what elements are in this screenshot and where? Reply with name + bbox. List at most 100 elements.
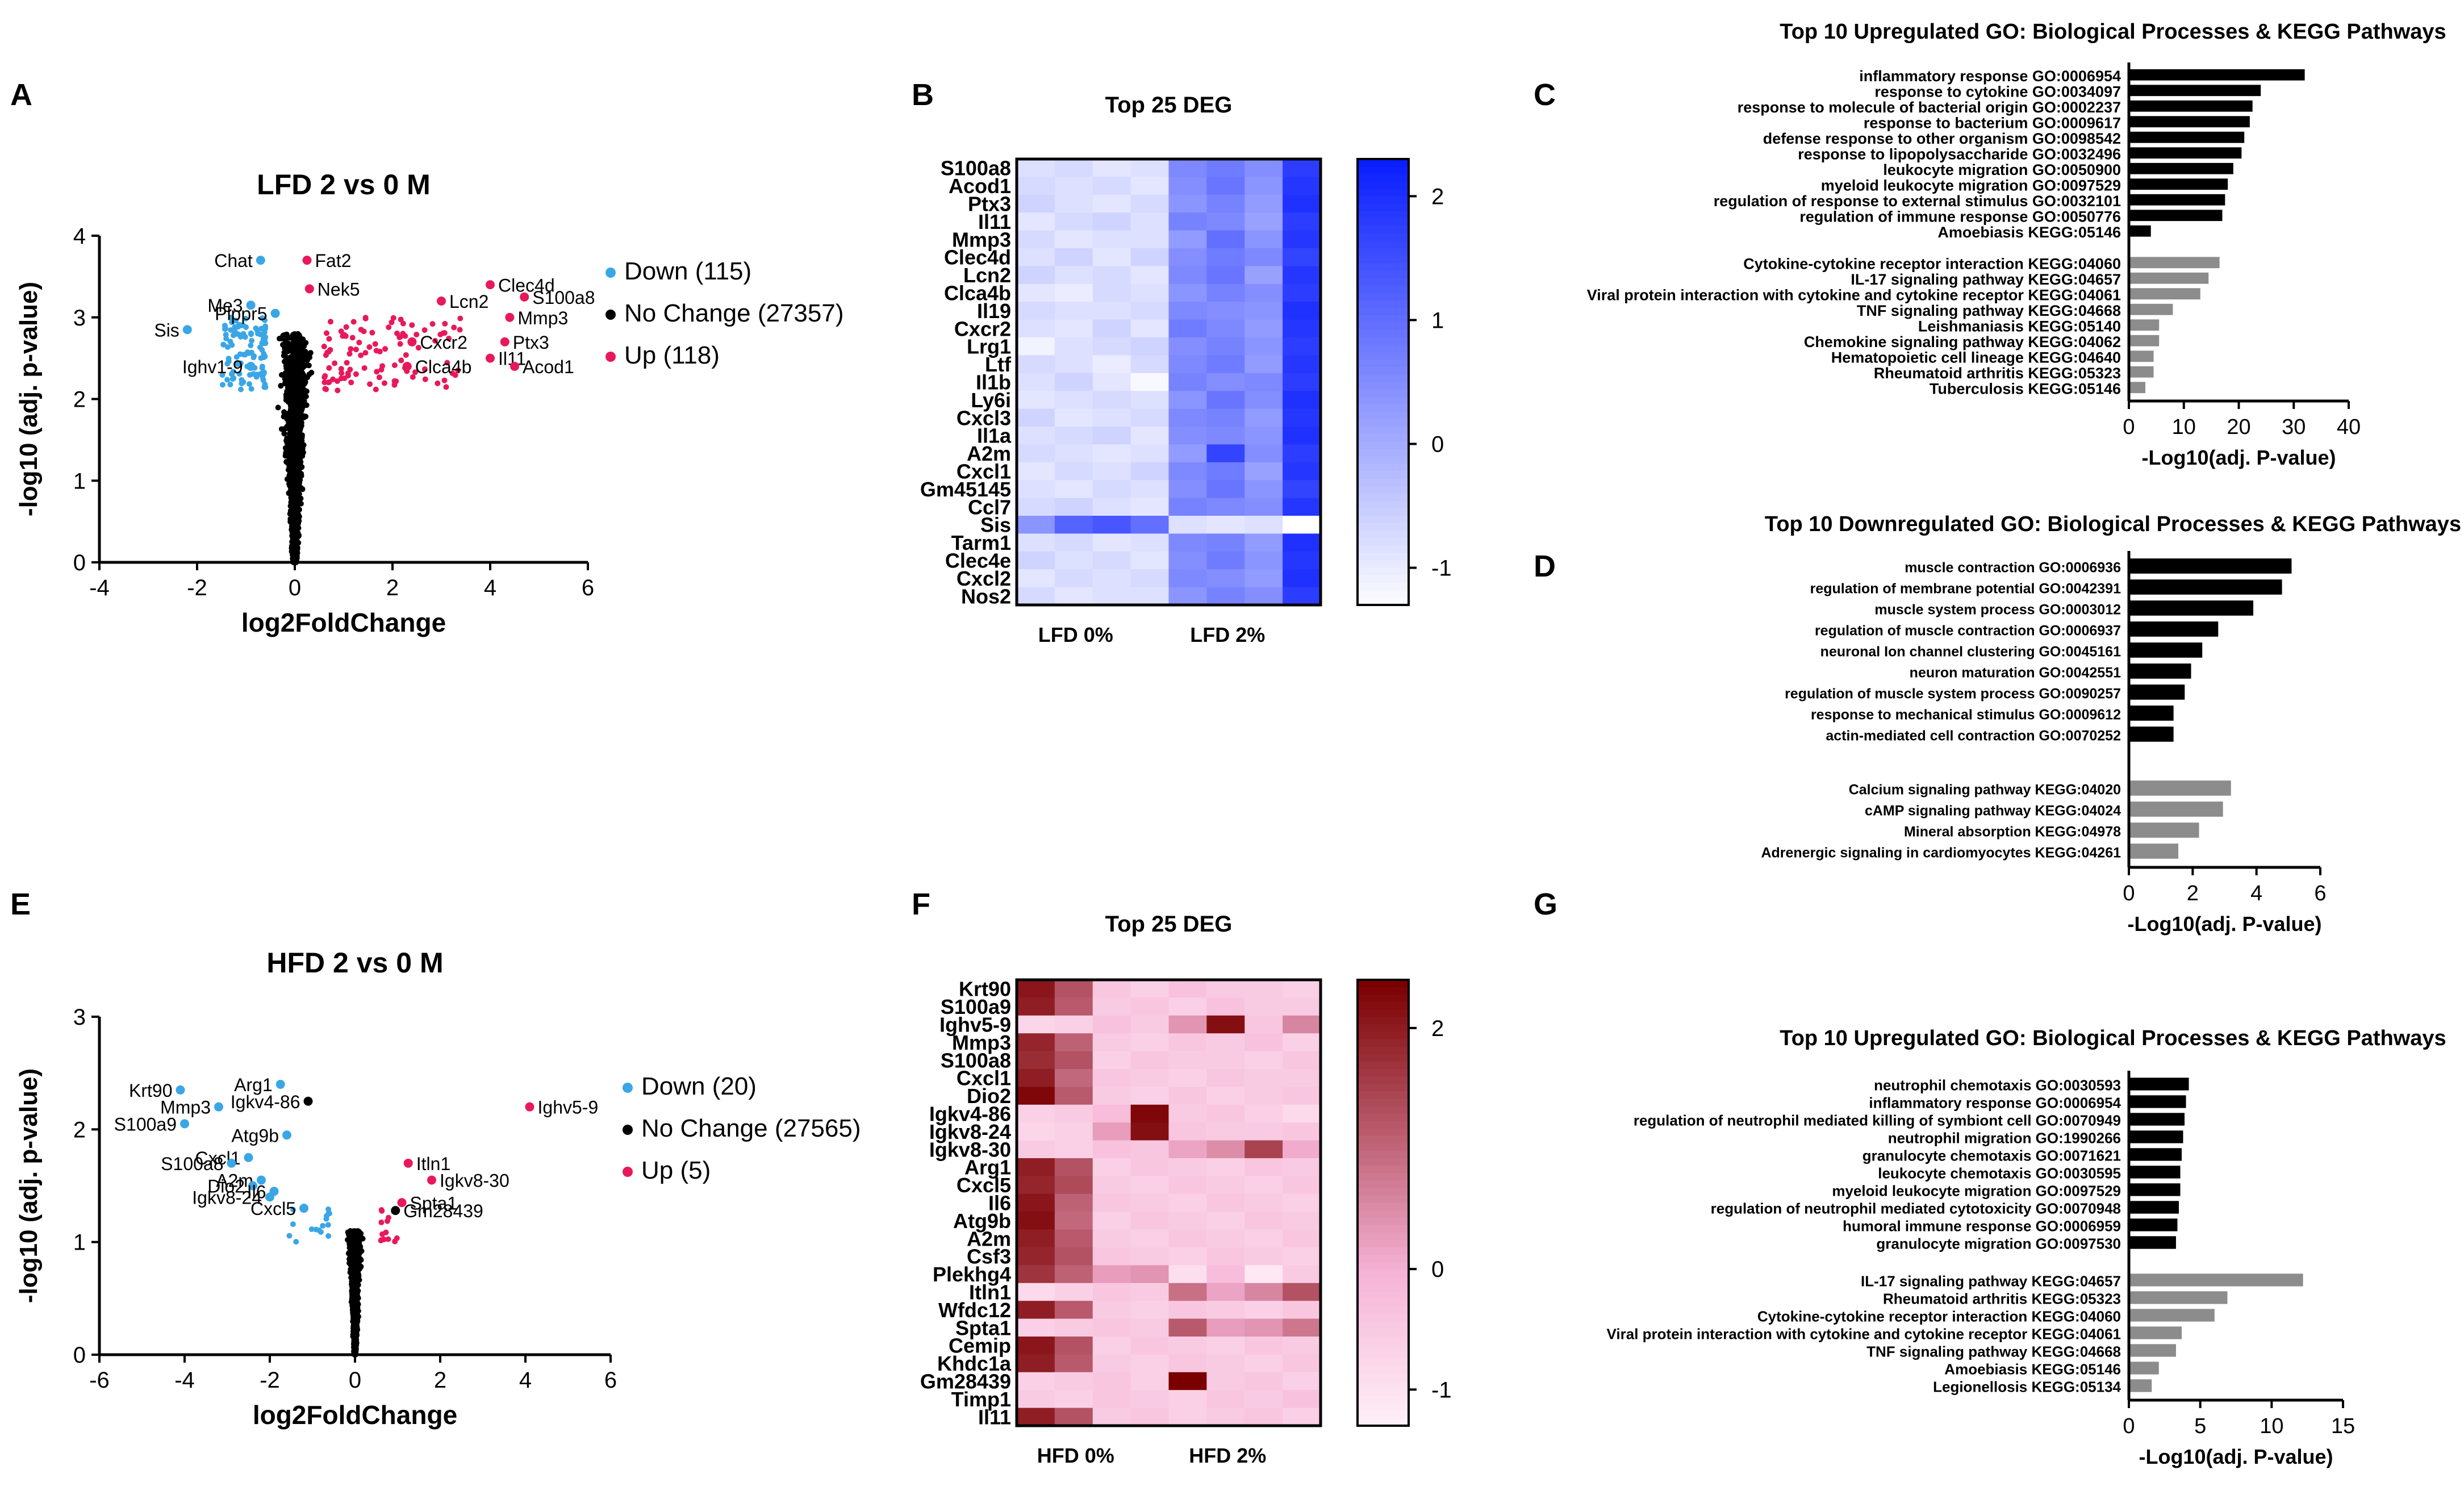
colorbar-step — [1358, 1076, 1409, 1085]
heatmap-cell — [1206, 997, 1245, 1016]
heatmap-cell — [1130, 1140, 1169, 1159]
colorbar-step — [1358, 166, 1409, 175]
heatmap-cell — [1206, 212, 1245, 231]
data-point — [287, 397, 293, 403]
heatmap-cell — [1168, 408, 1207, 427]
heatmap-cell — [1130, 533, 1169, 552]
bar — [2129, 1236, 2176, 1249]
bar — [2129, 131, 2245, 143]
heatmap-cell — [1168, 1193, 1207, 1212]
row-label: Mmp3 — [952, 1031, 1011, 1054]
data-point — [397, 341, 403, 347]
row-label: Acod1 — [949, 174, 1011, 198]
heatmap-cell — [1017, 1283, 1055, 1301]
heatmap-cell — [1130, 980, 1169, 998]
legend-marker — [623, 1167, 633, 1177]
heatmap-cell — [1283, 159, 1321, 177]
data-point — [358, 352, 364, 358]
y-axis-label: -log10 (adj. p-value) — [15, 282, 43, 516]
heatmap-cell — [1017, 1354, 1055, 1373]
heatmap-cell — [1244, 248, 1283, 266]
heatmap-cell — [1244, 587, 1283, 605]
heatmap-cell — [1244, 997, 1283, 1016]
labeled-point — [500, 337, 509, 346]
heatmap-cell — [1054, 1176, 1093, 1195]
colorbar-step — [1358, 1017, 1409, 1025]
heatmap-cell — [1206, 1122, 1245, 1141]
colorbar-tick-label: 1 — [1431, 308, 1444, 333]
heatmap-cell — [1130, 194, 1169, 213]
colorbar-step — [1358, 1009, 1409, 1018]
bar — [2129, 684, 2185, 700]
bar — [2129, 642, 2203, 658]
data-point — [219, 371, 225, 378]
data-point — [351, 1316, 357, 1322]
heatmap-cell — [1092, 212, 1131, 231]
heatmap-cell — [1130, 1104, 1169, 1123]
data-point — [299, 486, 306, 492]
heatmap-cell — [1168, 177, 1207, 195]
heatmap-cell — [1206, 1033, 1245, 1052]
heatmap-cell — [1054, 1193, 1093, 1212]
data-point — [374, 369, 380, 375]
point-label: Fat2 — [315, 250, 352, 271]
heatmap-cell — [1206, 283, 1245, 302]
colorbar-step — [1358, 345, 1409, 353]
row-label: Ltf — [985, 353, 1012, 376]
heatmap-cell — [1017, 391, 1055, 410]
heatmap-cell — [1130, 480, 1169, 499]
data-point — [295, 443, 301, 449]
heatmap-cell — [1206, 980, 1245, 998]
heatmap-cell — [1168, 1318, 1207, 1337]
data-point — [361, 365, 367, 371]
data-point — [223, 325, 229, 332]
bar — [2129, 579, 2282, 595]
heatmap-cell — [1017, 177, 1055, 195]
bar — [2129, 705, 2174, 721]
heatmap-cell — [1054, 1015, 1093, 1034]
colorbar-step — [1358, 240, 1409, 249]
data-point — [389, 319, 395, 325]
colorbar-step — [1358, 278, 1409, 286]
heatmap-cell — [1244, 194, 1283, 213]
legend-marker — [605, 310, 616, 320]
data-point — [228, 314, 234, 320]
labeled-point — [182, 325, 192, 335]
colorbar-step — [1358, 995, 1409, 1003]
point-label: Chat — [214, 250, 253, 271]
colorbar-step — [1358, 1135, 1409, 1144]
x-tick-label: 4 — [484, 575, 496, 600]
heatmap-cell — [1017, 230, 1055, 249]
bar — [2129, 1113, 2185, 1126]
data-point — [327, 346, 333, 353]
heatmap-cell — [1244, 1193, 1283, 1212]
labeled-point — [302, 256, 312, 265]
heatmap-cell — [1244, 373, 1283, 391]
heatmap-cell — [1283, 997, 1321, 1016]
point-label: Igkv4-86 — [231, 1092, 300, 1112]
data-point — [261, 384, 268, 390]
heatmap-cell — [1054, 1104, 1093, 1123]
data-point — [299, 366, 305, 372]
heatmap-cell — [1054, 1390, 1093, 1409]
bar-category-label: neuronal Ion channel clustering GO:00451… — [1820, 644, 2121, 660]
data-point — [323, 1216, 329, 1222]
heatmap-cell — [1092, 997, 1131, 1016]
heatmap-cell — [1054, 1354, 1093, 1373]
heatmap-cell — [1168, 319, 1207, 338]
heatmap-cell — [1168, 1104, 1207, 1123]
bar-category-label: Amoebiasis KEGG:05146 — [1944, 1361, 2121, 1378]
bar-category-label: muscle system process GO:0003012 — [1874, 602, 2121, 618]
colorbar-step — [1358, 1061, 1409, 1070]
heatmap-cells — [1017, 159, 1321, 605]
heatmap-cell — [1283, 337, 1321, 356]
heatmap-cell — [1244, 1265, 1283, 1284]
heatmap-cell — [1283, 302, 1321, 320]
chart-title: Top 10 Upregulated GO: Biological Proces… — [1780, 20, 2446, 44]
bar — [2129, 663, 2191, 679]
heatmap-cell — [1283, 1301, 1321, 1319]
labeled-point — [505, 312, 515, 322]
data-point — [283, 445, 290, 452]
bar — [2129, 178, 2228, 190]
data-point — [248, 386, 254, 392]
